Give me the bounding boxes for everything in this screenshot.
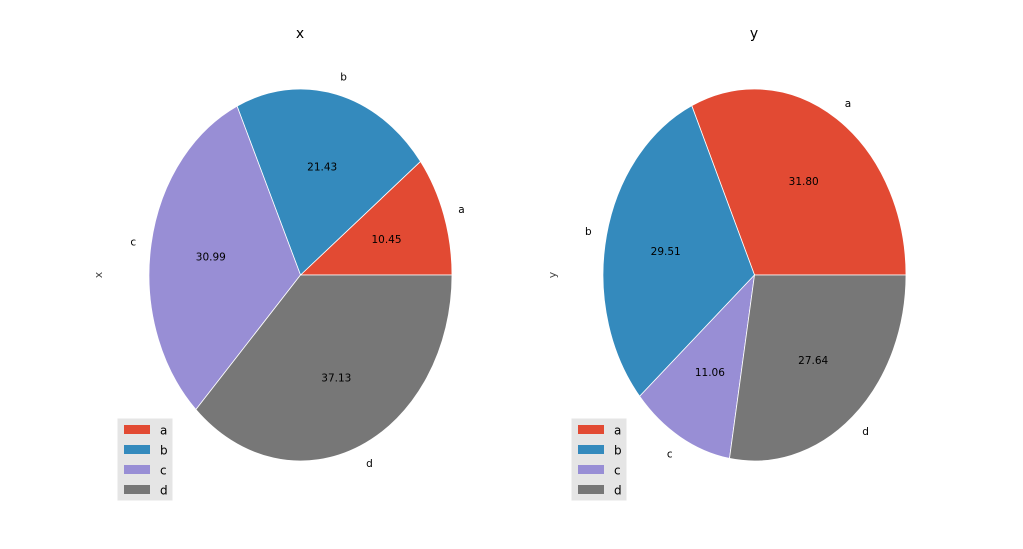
slice-label-a: a — [458, 204, 464, 216]
legend-swatch-c — [124, 465, 150, 474]
slice-value-d: 27.64 — [798, 355, 828, 367]
legend-swatch-d — [578, 485, 604, 494]
slice-value-b: 21.43 — [307, 162, 337, 174]
slice-value-labels: 10.45 21.43 30.99 37.13 — [196, 162, 402, 385]
legend-label-a: a — [160, 424, 167, 438]
pie-slice-c — [148, 105, 301, 411]
chart-title: y — [750, 26, 758, 42]
pie-slices — [602, 88, 907, 462]
slice-label-d: d — [366, 458, 373, 470]
legend-label-a: a — [614, 424, 621, 438]
slice-label-c: c — [130, 236, 136, 248]
legend-swatch-a — [578, 425, 604, 434]
legend-swatch-d — [124, 485, 150, 494]
pie-slice-a — [299, 160, 453, 276]
slice-label-b: b — [340, 71, 347, 83]
slice-value-a: 10.45 — [371, 234, 401, 246]
pie-slice-c — [639, 273, 756, 459]
chart-title: x — [296, 26, 304, 42]
slice-label-a: a — [845, 98, 851, 110]
pie-slice-b — [602, 105, 755, 397]
y-axis-label: x — [92, 271, 105, 278]
slice-value-labels: 31.80 29.51 11.06 27.64 — [651, 176, 829, 379]
pie-slice-a — [691, 88, 907, 276]
legend-label-b: b — [160, 444, 168, 458]
slice-label-c: c — [667, 448, 673, 460]
slice-value-c: 11.06 — [695, 367, 725, 379]
slice-value-d: 37.13 — [321, 373, 351, 385]
legend-label-d: d — [160, 484, 168, 498]
legend-label-b: b — [614, 444, 622, 458]
pie-slice-d — [195, 274, 453, 462]
legend-swatch-b — [124, 445, 150, 454]
slice-label-d: d — [862, 426, 869, 438]
pie-slices — [148, 88, 453, 462]
legend-label-d: d — [614, 484, 622, 498]
legend-label-c: c — [614, 464, 621, 478]
pie-slice-d — [729, 274, 907, 462]
legend-swatch-b — [578, 445, 604, 454]
legend-swatch-c — [578, 465, 604, 474]
legend-swatch-a — [124, 425, 150, 434]
slice-value-c: 30.99 — [196, 252, 226, 264]
y-axis-label: y — [546, 271, 559, 278]
slice-label-b: b — [585, 226, 592, 238]
legend-label-c: c — [160, 464, 167, 478]
pie-slice-b — [236, 88, 422, 276]
slice-value-a: 31.80 — [789, 176, 819, 188]
slice-value-b: 29.51 — [651, 246, 681, 258]
